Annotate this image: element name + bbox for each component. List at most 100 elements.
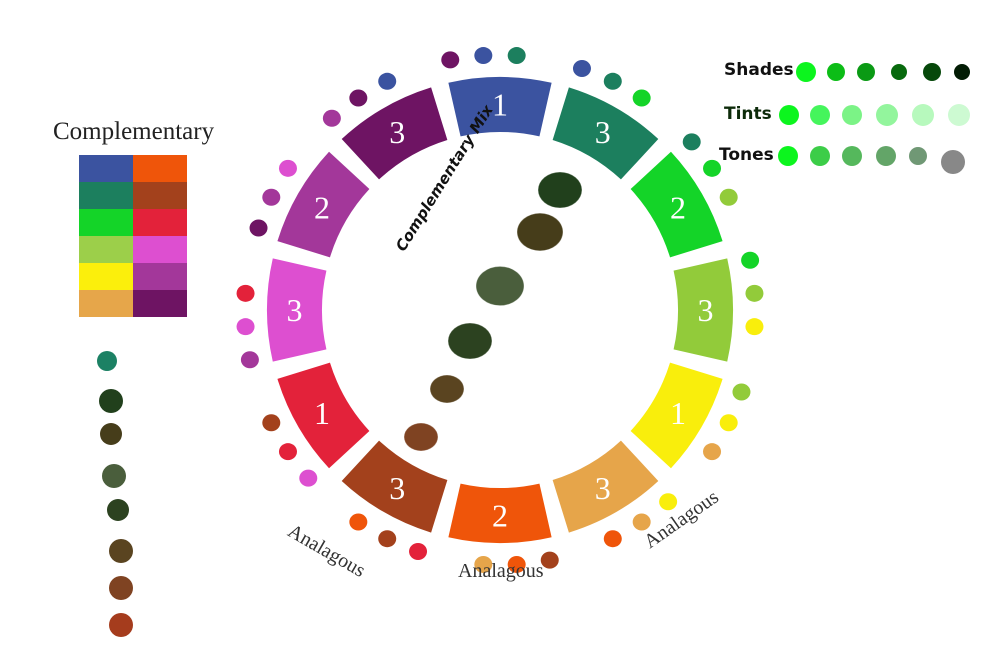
wheel-segment bbox=[673, 258, 733, 362]
complementary-title: Complementary bbox=[53, 118, 215, 145]
tints-dot bbox=[779, 105, 799, 125]
paint-blob bbox=[659, 493, 678, 511]
wheel-segment bbox=[266, 258, 327, 362]
complementary-swatch bbox=[79, 155, 133, 182]
tints-dot bbox=[876, 104, 898, 126]
complementary-swatch bbox=[79, 182, 133, 209]
paint-blob bbox=[719, 414, 738, 432]
mix-blob bbox=[516, 212, 564, 252]
paint-blob bbox=[632, 513, 651, 531]
paint-blob bbox=[745, 318, 764, 336]
paint-blob bbox=[441, 51, 460, 69]
complementary-swatch bbox=[133, 236, 187, 263]
segment-number: 3 bbox=[595, 114, 611, 150]
mix-dot bbox=[109, 539, 133, 563]
mix-blob bbox=[429, 374, 465, 404]
shades-dot bbox=[891, 64, 907, 80]
shades-label: Shades bbox=[724, 60, 794, 80]
paint-blob bbox=[572, 60, 591, 78]
segment-number: 3 bbox=[287, 292, 303, 328]
mix-blob bbox=[447, 322, 493, 360]
complementary-swatch bbox=[133, 263, 187, 290]
tints-dot bbox=[948, 104, 970, 126]
segment-number: 1 bbox=[670, 395, 686, 431]
paint-blob bbox=[474, 47, 493, 65]
wheel-segment bbox=[448, 77, 552, 137]
tones-label: Tones bbox=[719, 145, 774, 165]
wheel-segment bbox=[630, 151, 723, 258]
paint-blob bbox=[240, 351, 259, 369]
tones-dot bbox=[909, 147, 927, 165]
wheel-segment bbox=[630, 362, 723, 469]
paint-blob bbox=[741, 251, 760, 269]
mix-dot bbox=[99, 389, 123, 413]
shades-dot bbox=[827, 63, 845, 81]
complementary-swatch bbox=[133, 155, 187, 182]
tones-dot bbox=[941, 150, 965, 174]
paint-blob bbox=[682, 133, 701, 151]
tones-dot bbox=[876, 146, 896, 166]
paint-blob bbox=[299, 469, 318, 487]
segment-number: 3 bbox=[698, 292, 714, 328]
mix-dot bbox=[97, 351, 117, 371]
mix-dot bbox=[100, 423, 122, 445]
paint-blob bbox=[378, 72, 397, 90]
shades-dot bbox=[923, 63, 941, 81]
paint-blob bbox=[632, 89, 651, 107]
tones-dot bbox=[778, 146, 798, 166]
tones-dot bbox=[810, 146, 830, 166]
mix-dot bbox=[109, 576, 133, 600]
segment-number: 3 bbox=[389, 114, 405, 150]
complementary-swatch bbox=[79, 236, 133, 263]
segment-number: 1 bbox=[492, 87, 508, 123]
paint-blob bbox=[603, 72, 622, 90]
segment-number: 3 bbox=[389, 470, 405, 506]
paint-blob bbox=[278, 443, 297, 461]
complementary-swatch-grid bbox=[79, 155, 187, 317]
paint-blob bbox=[745, 284, 764, 302]
tints-dot bbox=[912, 104, 934, 126]
segment-number: 2 bbox=[314, 189, 330, 225]
mix-blob bbox=[475, 265, 525, 307]
tones-dot bbox=[842, 146, 862, 166]
paint-blob bbox=[474, 555, 493, 573]
paint-blob bbox=[249, 219, 268, 237]
paint-blob bbox=[703, 443, 722, 461]
paint-blob bbox=[262, 414, 281, 432]
paint-blob bbox=[507, 555, 526, 573]
paint-blob bbox=[349, 513, 368, 531]
complementary-swatch bbox=[133, 209, 187, 236]
paint-blob bbox=[236, 318, 255, 336]
paint-blob bbox=[703, 159, 722, 177]
wheel-segment bbox=[341, 87, 448, 180]
shades-dot bbox=[796, 62, 816, 82]
wheel-segment bbox=[341, 440, 448, 533]
segment-number: 2 bbox=[670, 189, 686, 225]
tints-dot bbox=[810, 105, 830, 125]
shades-dot bbox=[954, 64, 970, 80]
paint-blob bbox=[262, 188, 281, 206]
paint-blob bbox=[540, 551, 559, 569]
paint-blob bbox=[378, 530, 397, 548]
mix-dot bbox=[109, 613, 133, 637]
mix-blob bbox=[537, 171, 583, 209]
paint-blob bbox=[349, 89, 368, 107]
analogous-label: Analagous bbox=[458, 560, 544, 582]
paint-blob bbox=[322, 109, 341, 127]
paint-blob bbox=[409, 542, 428, 560]
mix-dot bbox=[107, 499, 129, 521]
complementary-swatch bbox=[133, 290, 187, 317]
tints-dot bbox=[842, 105, 862, 125]
paint-blob bbox=[732, 383, 751, 401]
wheel-segment bbox=[277, 362, 370, 469]
paint-blob bbox=[278, 159, 297, 177]
wheel-segment bbox=[552, 440, 659, 533]
tints-label: Tints bbox=[724, 104, 772, 124]
complementary-swatch bbox=[79, 290, 133, 317]
mix-blob bbox=[403, 422, 439, 452]
complementary-swatch bbox=[79, 263, 133, 290]
mix-dot bbox=[102, 464, 126, 488]
wheel-segment bbox=[277, 151, 370, 258]
paint-blob bbox=[719, 188, 738, 206]
